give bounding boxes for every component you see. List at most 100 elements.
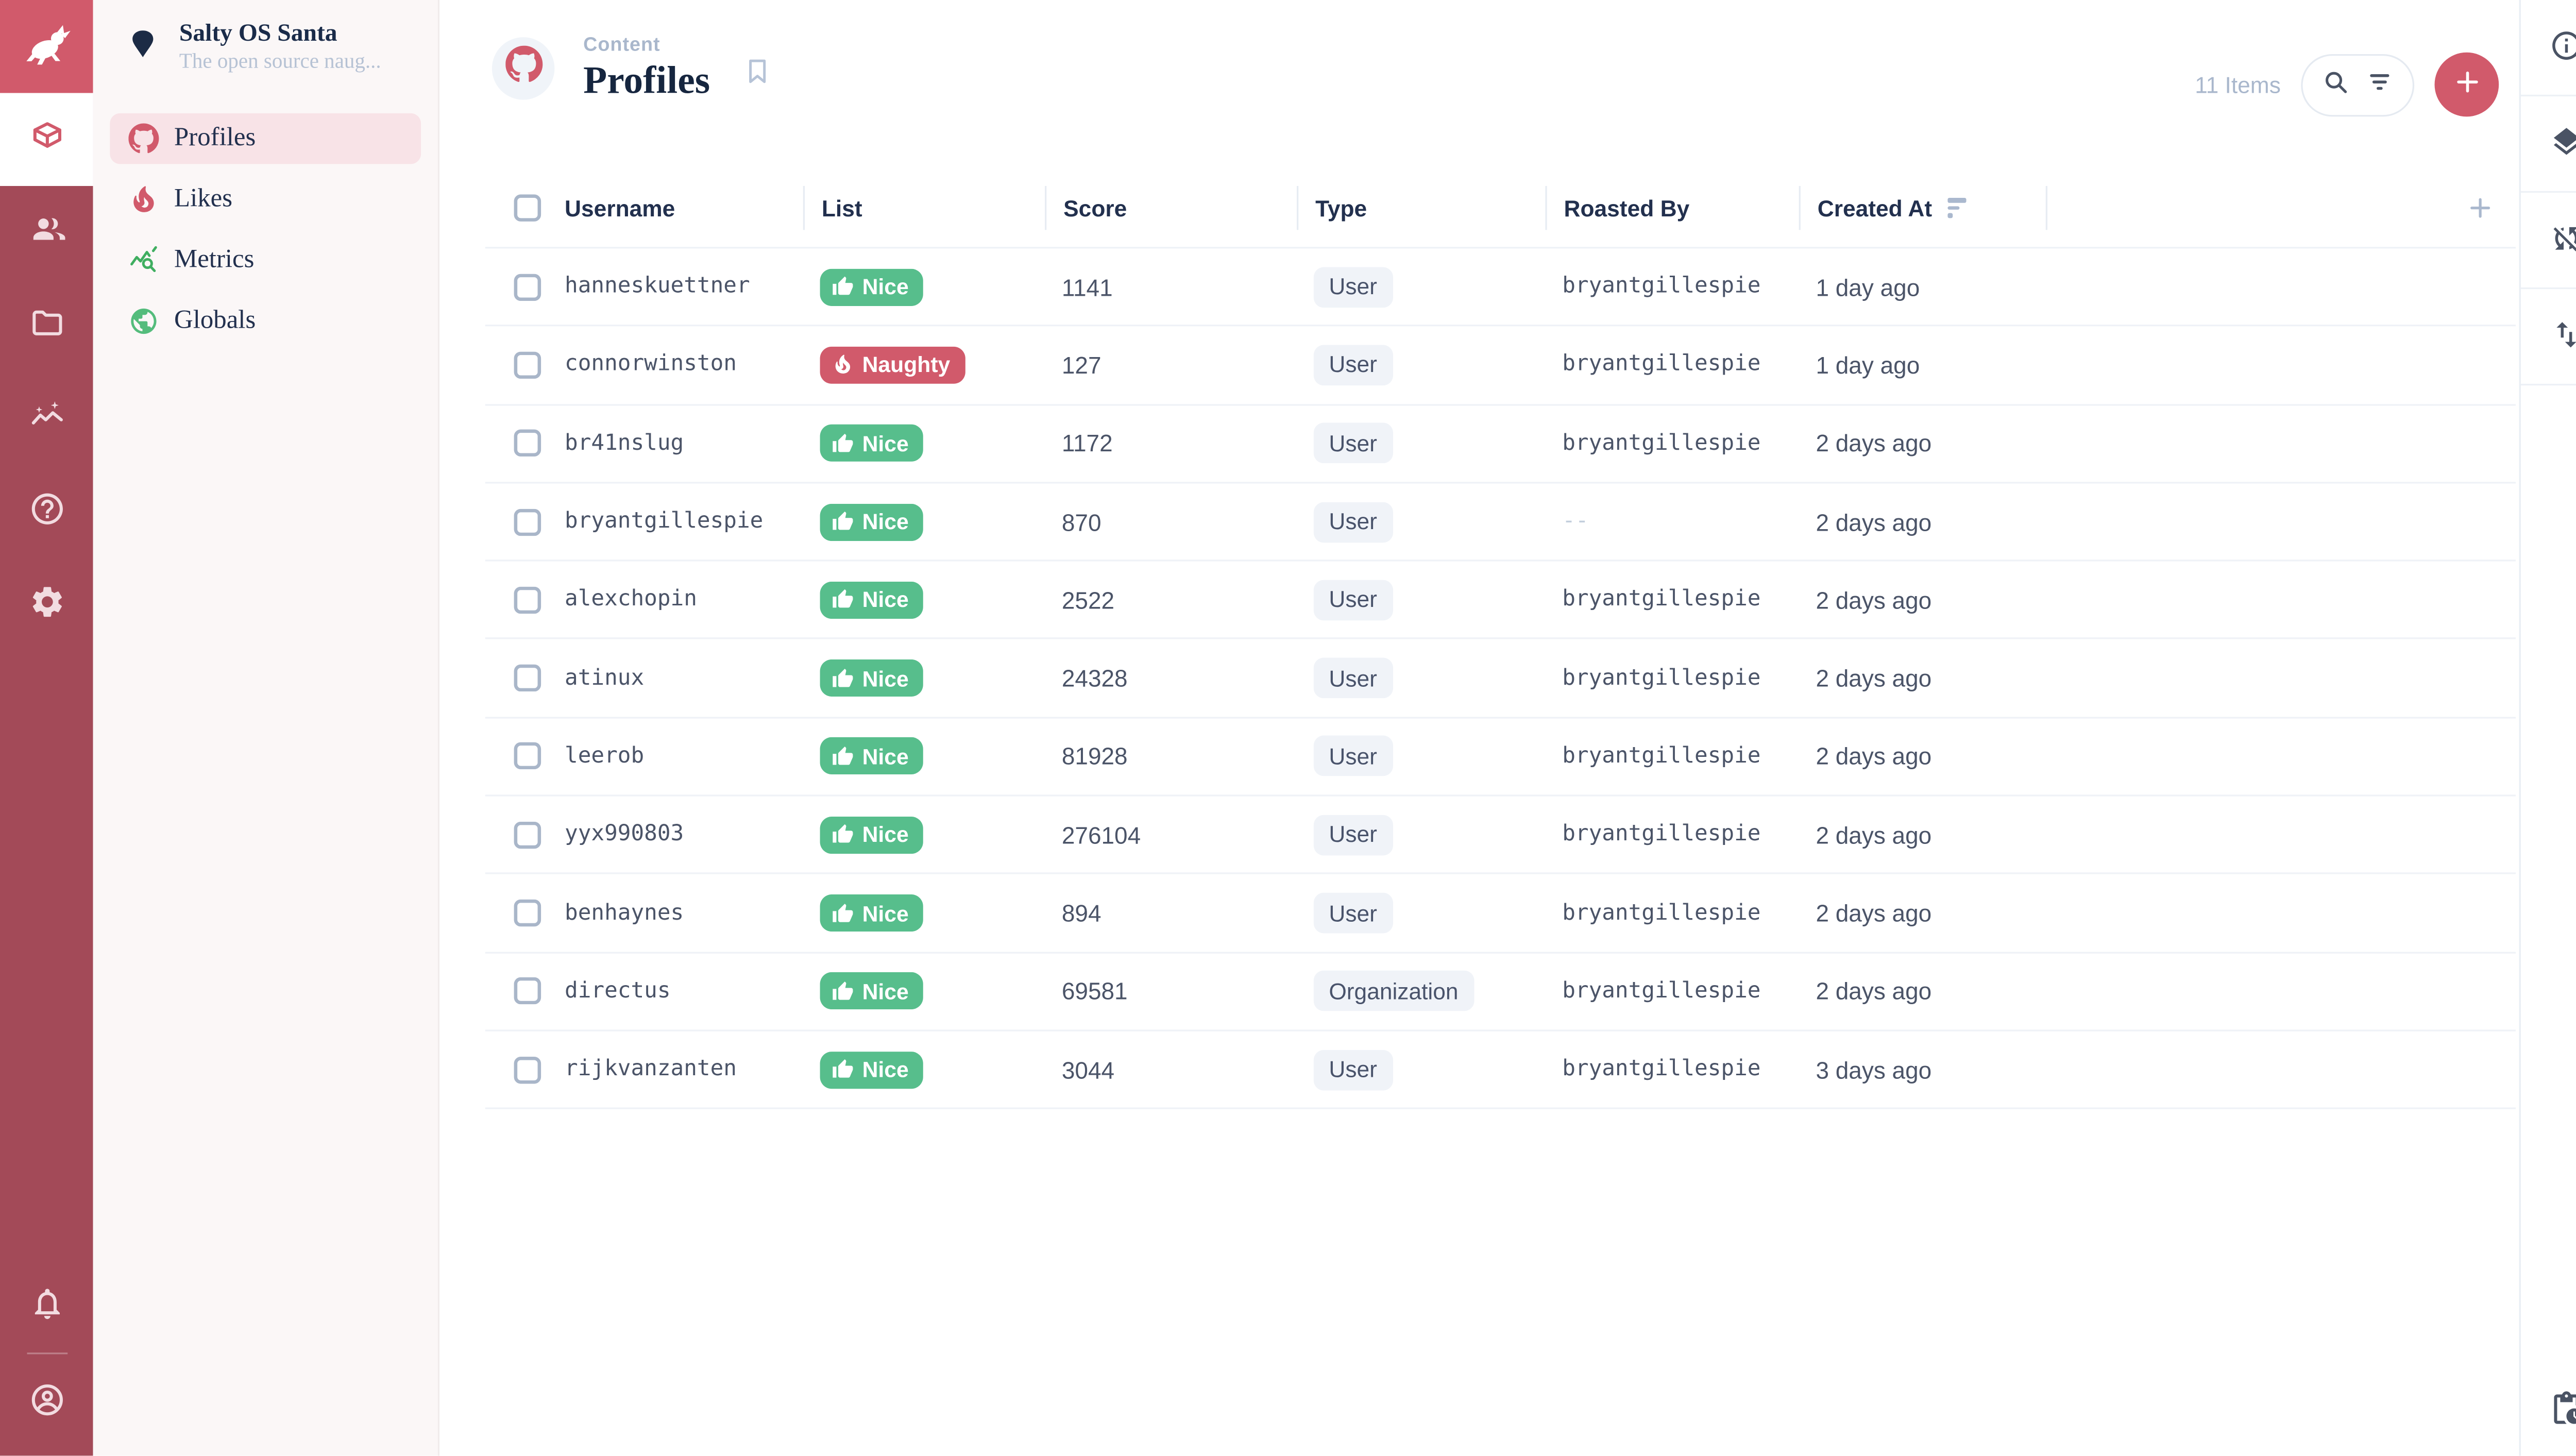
table-row[interactable]: leerob Nice 81928 User bryantgillespie 2 days…: [485, 718, 2516, 797]
type-chip: User: [1313, 501, 1393, 542]
type-chip: User: [1313, 345, 1393, 385]
table-row[interactable]: directus Nice 69581 Organization bryantgille…: [485, 953, 2516, 1031]
badge-nice: Nice: [820, 972, 924, 1010]
main-content: Content Profiles 11 Items: [439, 0, 2519, 1456]
cell-username: hanneskuettner: [485, 273, 803, 300]
row-checkbox[interactable]: [514, 586, 541, 614]
module-files-module[interactable]: [0, 279, 93, 371]
table-row[interactable]: connorwinston Naughty 127 User bryantgillesp…: [485, 327, 2516, 405]
row-checkbox[interactable]: [514, 351, 541, 379]
cell-username: yyx990803: [485, 821, 803, 849]
row-checkbox[interactable]: [514, 430, 541, 457]
cell-list: Nice: [803, 268, 1045, 306]
row-checkbox[interactable]: [514, 1056, 541, 1083]
thumbs-up-icon: [832, 511, 854, 533]
sidebar-item-metrics[interactable]: Metrics: [110, 235, 421, 285]
table-row[interactable]: yyx990803 Nice 276104 User bryantgillespie 2 …: [485, 797, 2516, 875]
row-checkbox[interactable]: [514, 743, 541, 770]
badge-naughty: Naughty: [820, 346, 965, 384]
module-buttons: [0, 93, 93, 651]
table-row[interactable]: bryantgillespie Nice 870 User -- 2 days ago: [485, 483, 2516, 562]
table-row[interactable]: benhaynes Nice 894 User bryantgillespie 2 day…: [485, 875, 2516, 953]
clipboard-clock-icon: [2548, 1389, 2576, 1431]
module-bar-spacer: [0, 651, 93, 1264]
sidebar-button-info[interactable]: [2520, 0, 2576, 97]
cell-score: 3044: [1061, 1056, 1115, 1083]
cell-roasted-by: --: [1562, 509, 1589, 535]
sidebar-item-profiles[interactable]: Profiles: [110, 113, 421, 164]
cell-type: User: [1297, 657, 1545, 699]
cell-type: User: [1297, 423, 1545, 464]
cell-type: Organization: [1297, 971, 1545, 1012]
module-users-module[interactable]: [0, 186, 93, 279]
bookmark-button[interactable]: [742, 56, 772, 91]
cell-created-at: 2 days ago: [1816, 665, 1932, 692]
project-header[interactable]: Salty OS Santa The open source naug...: [93, 0, 437, 93]
collection-nav: Profiles Likes Metrics Globals: [93, 93, 437, 367]
column-header-created-at[interactable]: Created At: [1799, 185, 2046, 230]
table-row[interactable]: br41nslug Nice 1172 User bryantgillespie 2 da…: [485, 405, 2516, 484]
filter-button[interactable]: [2365, 67, 2394, 101]
sidebar-button-import-export[interactable]: [2520, 289, 2576, 386]
module-settings-module[interactable]: [0, 558, 93, 651]
table-header-row: Username List Score Type Roasted By Created A…: [485, 185, 2516, 230]
module-content-module[interactable]: [0, 93, 93, 186]
column-header-list[interactable]: List: [803, 185, 1045, 230]
bookmark-icon: [742, 59, 772, 91]
row-checkbox[interactable]: [514, 899, 541, 927]
table-row[interactable]: atinux Nice 24328 User bryantgillespie 2 days…: [485, 640, 2516, 718]
cell-username: br41nslug: [485, 430, 803, 457]
table-row[interactable]: alexchopin Nice 2522 User bryantgillespie 2 d…: [485, 562, 2516, 640]
row-checkbox[interactable]: [514, 508, 541, 535]
module-account[interactable]: [0, 1361, 93, 1443]
folder-icon: [28, 304, 65, 347]
table-row[interactable]: hanneskuettner Nice 1141 User bryantgillespi…: [485, 248, 2516, 327]
add-item-button[interactable]: [2434, 52, 2499, 117]
add-column-button[interactable]: [2467, 194, 2494, 222]
cell-score: 2522: [1061, 586, 1115, 614]
cell-type: User: [1297, 814, 1545, 855]
sidebar-item-globals[interactable]: Globals: [110, 296, 421, 346]
module-notifications[interactable]: [0, 1265, 93, 1346]
thumbs-up-icon: [832, 667, 854, 689]
thumbs-up-icon: [832, 276, 854, 298]
row-checkbox[interactable]: [514, 977, 541, 1005]
sidebar-button-layout-options[interactable]: [2520, 96, 2576, 193]
column-header-roasted-by[interactable]: Roasted By: [1545, 185, 1799, 230]
cell-score: 81928: [1061, 743, 1128, 770]
cell-type: User: [1297, 345, 1545, 385]
sidebar-item-likes[interactable]: Likes: [110, 174, 421, 225]
cell-list: Nice: [803, 738, 1045, 775]
cell-username: alexchopin: [485, 586, 803, 614]
type-chip: Organization: [1313, 971, 1474, 1012]
cell-created-at: 2 days ago: [1816, 821, 1932, 849]
cell-type: User: [1297, 892, 1545, 934]
row-checkbox[interactable]: [514, 821, 541, 849]
row-checkbox[interactable]: [514, 665, 541, 692]
cell-roasted-by: bryantgillespie: [1562, 587, 1761, 613]
row-checkbox[interactable]: [514, 273, 541, 300]
module-insights-module[interactable]: [0, 372, 93, 465]
column-header-type[interactable]: Type: [1296, 185, 1545, 230]
project-meta: Salty OS Santa The open source naug...: [179, 20, 381, 74]
cell-score: 69581: [1061, 977, 1128, 1005]
type-chip: User: [1313, 266, 1393, 308]
sidebar-button-activity[interactable]: [2521, 1376, 2576, 1444]
search-button[interactable]: [2321, 67, 2350, 101]
cell-score: 24328: [1061, 665, 1128, 692]
import-export-icon: [2550, 317, 2576, 355]
module-docs-module[interactable]: [0, 465, 93, 557]
column-header-username[interactable]: Username: [485, 186, 803, 230]
select-all-checkbox[interactable]: [514, 194, 541, 222]
cell-roasted-by: bryantgillespie: [1562, 978, 1761, 1004]
project-logo-button[interactable]: [0, 0, 93, 93]
cell-score: 894: [1061, 899, 1101, 927]
cell-score: 1141: [1061, 273, 1113, 300]
right-sidebar: [2519, 0, 2576, 1456]
sidebar-button-auto-refresh-disabled[interactable]: [2520, 193, 2576, 290]
settings-icon: [28, 583, 65, 625]
table-row[interactable]: rijkvanzanten Nice 3044 User bryantgillespie…: [485, 1031, 2516, 1110]
column-header-score[interactable]: Score: [1045, 185, 1297, 230]
bell-icon: [28, 1284, 65, 1326]
